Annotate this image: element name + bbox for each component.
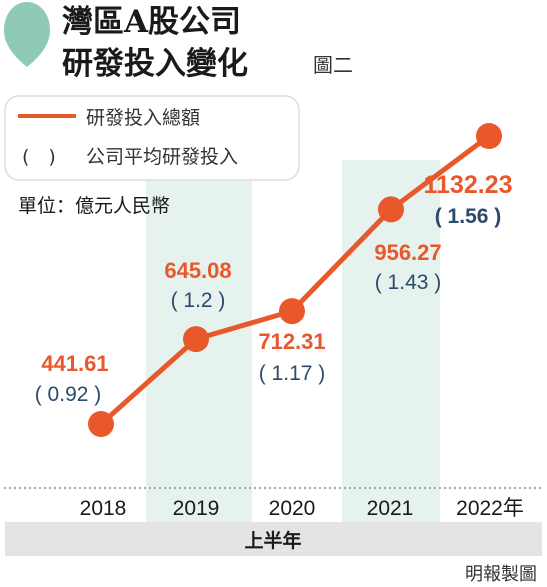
total-label-2018: 441.61 xyxy=(41,351,108,376)
total-label-2020: 712.31 xyxy=(258,329,325,354)
legend-paren-label: 公司平均研發投入 xyxy=(86,146,238,168)
x-tick-2018: 2018 xyxy=(80,497,127,520)
x-tick-2021: 2021 xyxy=(367,497,414,520)
location-pin-icon xyxy=(4,2,50,67)
total-label-2022: 1132.23 xyxy=(424,171,513,199)
credit-label: 明報製圖 xyxy=(465,564,537,585)
figure-label: 圖二 xyxy=(313,53,353,77)
period-bar xyxy=(5,522,542,556)
legend-paren-swatch: ( ) xyxy=(22,146,56,168)
data-point-2020 xyxy=(279,298,305,325)
data-point-2021 xyxy=(378,196,404,223)
total-label-2019: 645.08 xyxy=(164,258,231,283)
period-label: 上半年 xyxy=(244,529,301,552)
unit-label: 單位：億元人民幣 xyxy=(18,195,170,217)
average-label-2018: ( 0.92 ) xyxy=(35,383,102,406)
average-label-2019: ( 1.2 ) xyxy=(171,289,226,312)
average-label-2021: ( 1.43 ) xyxy=(375,271,442,294)
x-tick-2019: 2019 xyxy=(173,497,220,520)
average-label-2022: ( 1.56 ) xyxy=(435,205,502,228)
chart-title-line2: 研發投入變化 xyxy=(62,46,248,82)
chart-title-line1: 灣區A股公司 xyxy=(62,4,241,40)
legend-line-label: 研發投入總額 xyxy=(86,107,200,129)
x-tick-2022: 2022年 xyxy=(456,497,524,520)
data-point-2022 xyxy=(476,123,502,149)
data-point-2019 xyxy=(183,326,209,353)
data-point-2018 xyxy=(88,411,114,437)
legend-box xyxy=(4,95,300,181)
total-label-2021: 956.27 xyxy=(374,240,441,265)
average-label-2020: ( 1.17 ) xyxy=(259,362,326,385)
x-tick-2020: 2020 xyxy=(269,497,316,520)
